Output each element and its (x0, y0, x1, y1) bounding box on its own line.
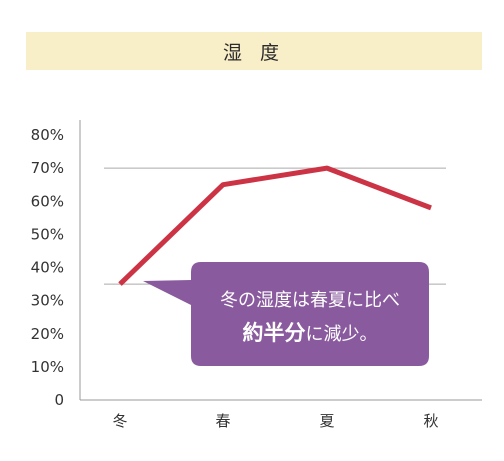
y-tick-label: 20% (31, 325, 64, 343)
y-tick-label: 70% (31, 159, 64, 177)
chart-title: 湿 度 (222, 41, 286, 64)
callout-annotation: 冬の湿度は春夏に比べ 約半分に減少。 (191, 262, 429, 366)
y-tick-label: 40% (31, 259, 64, 277)
y-tick-label: 60% (31, 192, 64, 210)
callout-line-2-rest: に減少。 (305, 324, 378, 345)
y-tick-label: 80% (31, 126, 64, 144)
y-tick-label: 10% (31, 358, 64, 376)
callout-bubble (143, 262, 429, 366)
x-tick-label: 夏 (319, 412, 334, 430)
y-tick-label: 50% (31, 225, 64, 243)
y-tick-label: 30% (31, 292, 64, 310)
x-tick-label: 春 (215, 412, 230, 430)
chart-title-bar: 湿 度 (26, 32, 482, 70)
y-tick-labels: 0 10% 20% 30% 40% 50% 60% 70% 80% (31, 126, 64, 409)
humidity-series-line (118, 165, 432, 286)
callout-line-2: 約半分に減少。 (191, 317, 429, 347)
x-tick-label: 秋 (423, 412, 438, 430)
callout-line-1: 冬の湿度は春夏に比べ (220, 290, 400, 311)
x-tick-label: 冬 (112, 412, 127, 430)
callout-emphasis: 約半分 (242, 321, 306, 345)
series-layer (118, 165, 432, 286)
x-tick-labels: 冬春夏秋 (112, 412, 438, 430)
y-tick-label: 0 (54, 391, 64, 409)
